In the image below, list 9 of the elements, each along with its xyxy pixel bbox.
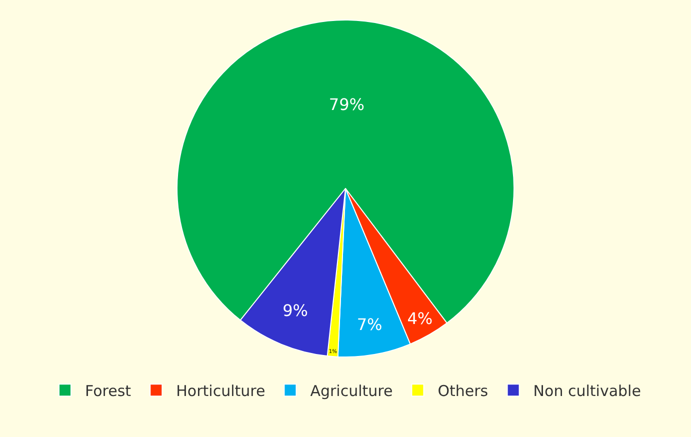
- legend-label: Horticulture: [176, 382, 266, 400]
- data-label: 7%: [356, 315, 382, 334]
- data-label: 79%: [328, 94, 364, 114]
- data-label: 4%: [407, 308, 433, 328]
- legend-label: Non cultivable: [533, 382, 641, 400]
- data-label: 9%: [282, 300, 308, 320]
- legend-label: Forest: [85, 382, 132, 400]
- legend-label: Agriculture: [310, 382, 393, 400]
- legend-label: Others: [438, 382, 488, 400]
